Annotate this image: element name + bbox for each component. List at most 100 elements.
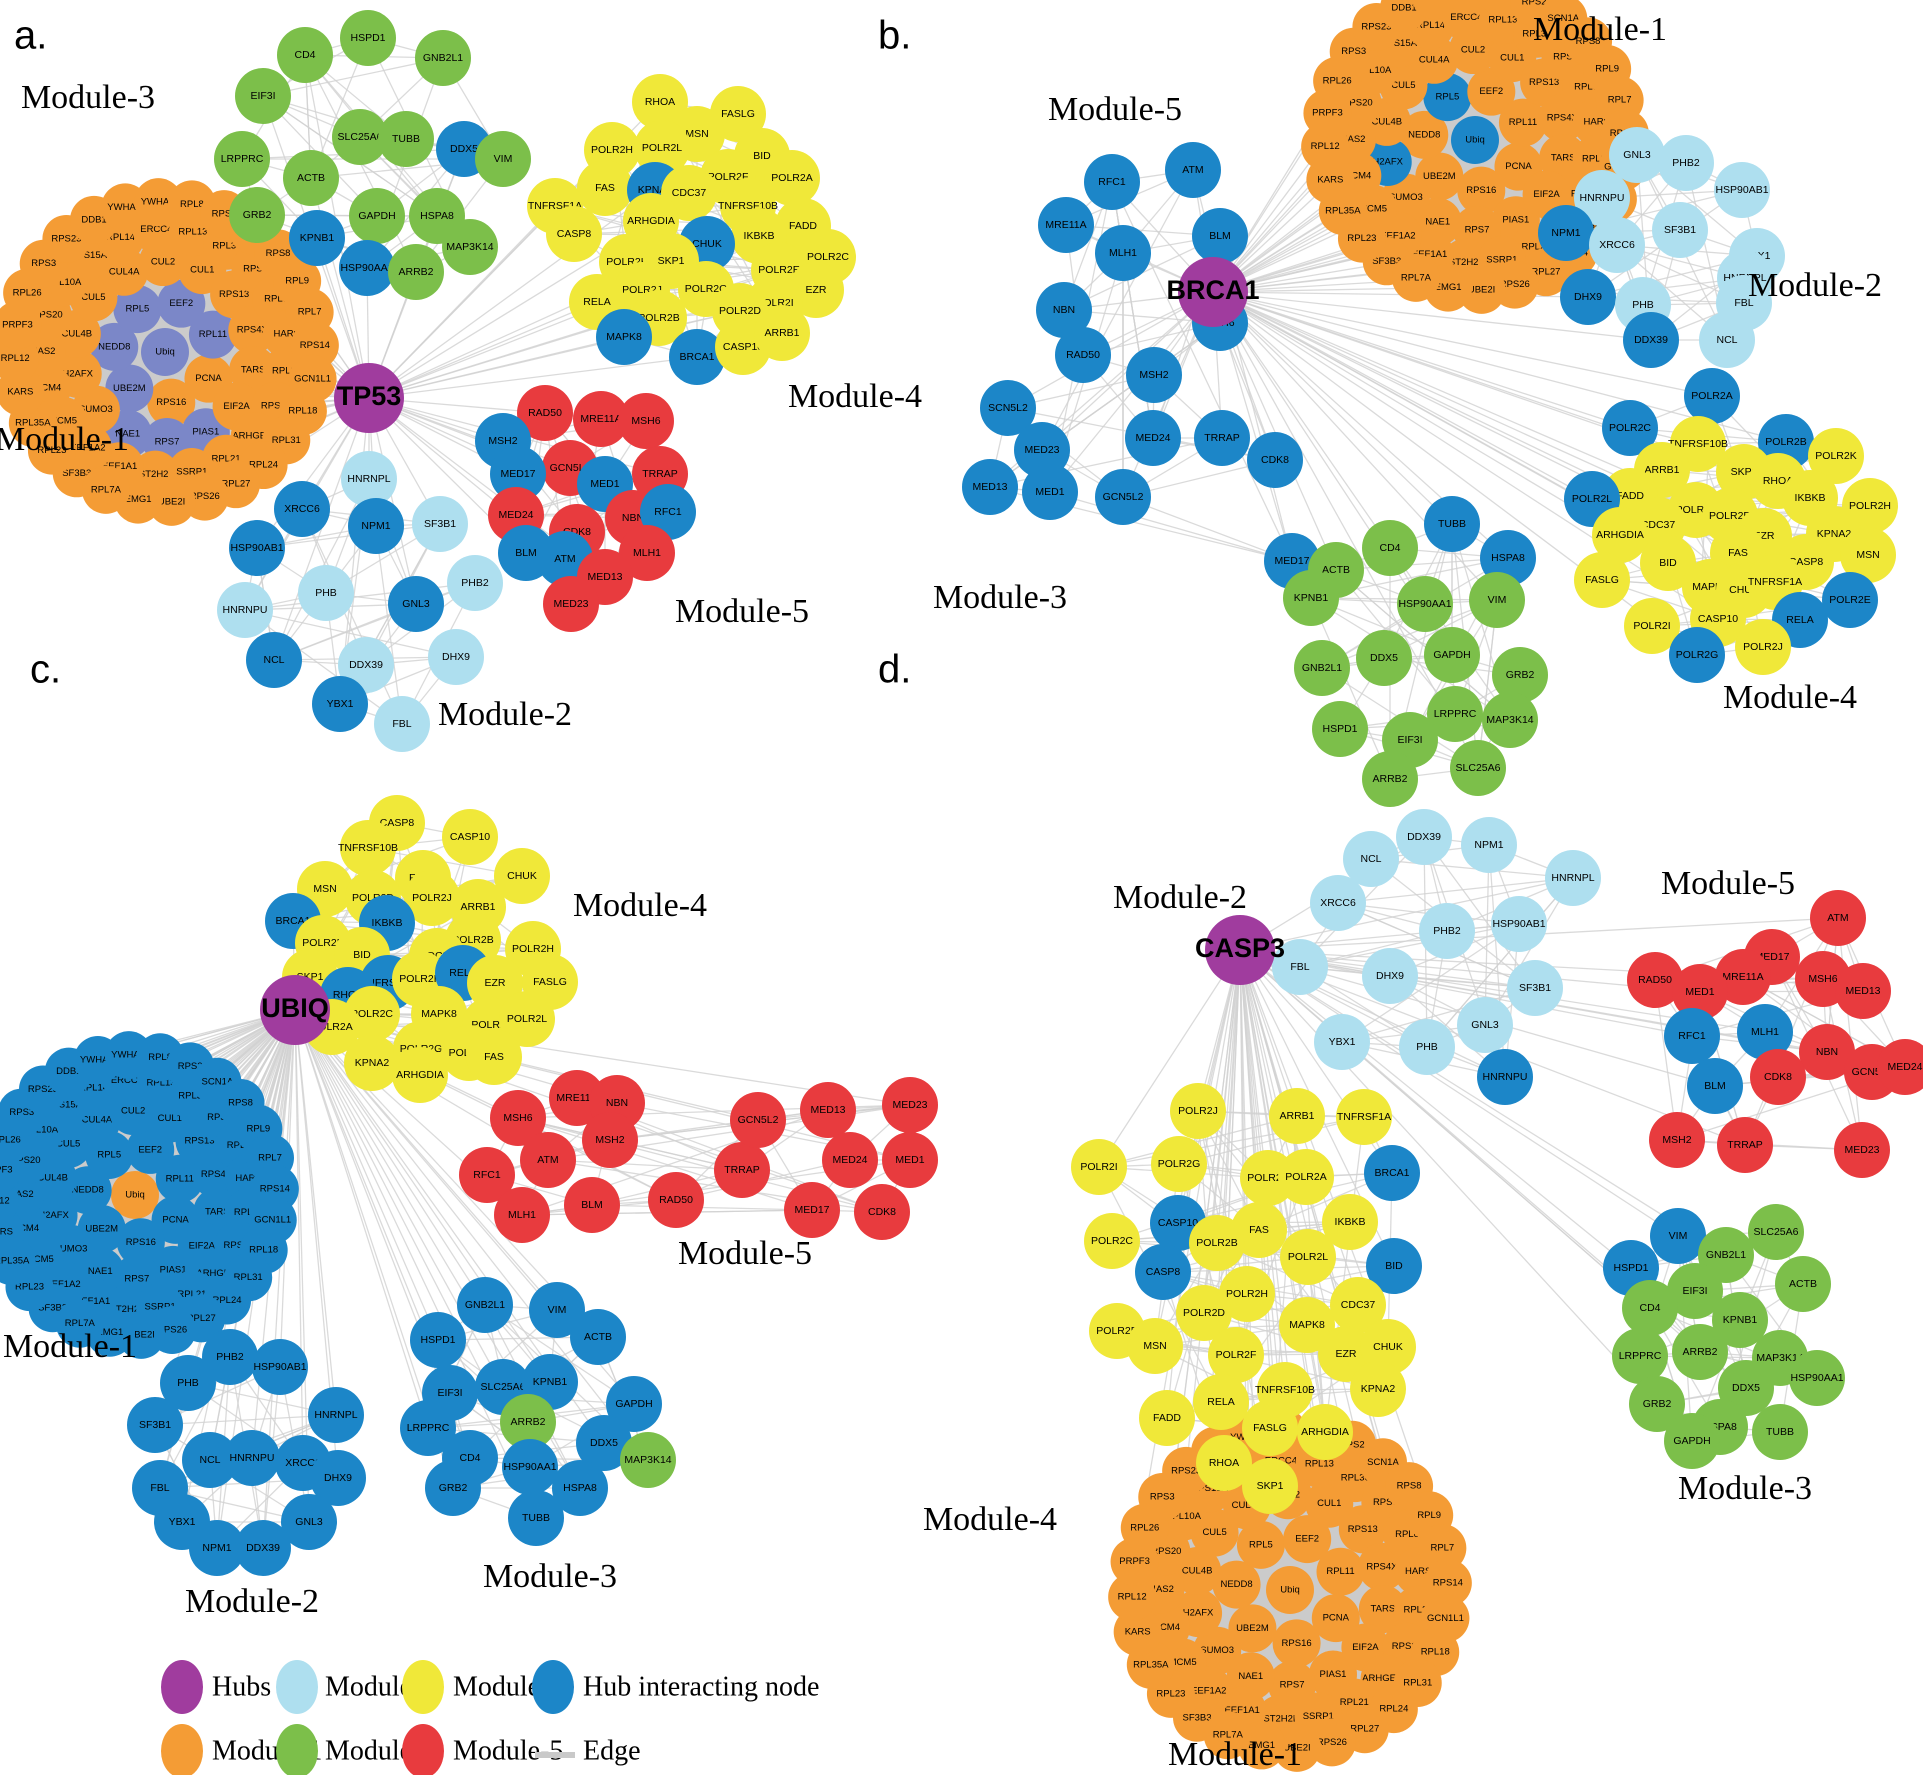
node-label: PIAS2 [1147,1584,1174,1595]
node-label: SSRP1 [1486,255,1517,266]
node-label: TRRAP [1727,1139,1763,1151]
edge [1299,923,1520,968]
node-label: HSP90AA1 [1790,1372,1843,1384]
node-RPS16 [1272,1619,1321,1668]
node-label: MLH1 [1109,247,1137,259]
node-label: POLR2F [1216,1349,1257,1361]
node-label: RPS6 [1553,51,1578,62]
node-label: RPS3 [1341,46,1366,57]
node-label: RPL7 [1430,1543,1454,1554]
node-label: RFC1 [1678,1030,1706,1042]
node-label: POLR2C [1091,1235,1133,1247]
node-label: PRPF3 [1312,108,1343,119]
legend: Hubs Module-2 Module-4 Hub interacting node… [161,1660,819,1775]
node-MSH2 [582,1112,638,1168]
node-label: Ubiq [155,347,175,358]
node-label: NAE1 [1238,1671,1263,1682]
node-RPL12 [1108,1572,1157,1621]
node-GAPDH [606,1376,662,1432]
node-label: MED1 [1685,986,1714,998]
edge [1212,291,1713,397]
node-RPL5 [1236,1520,1285,1569]
node-label: POLR2G [685,283,728,295]
node-label: POLR2E [1829,594,1870,606]
node-label: MSH2 [595,1134,624,1146]
edge [368,189,656,399]
node-label: RPS8 [266,248,291,259]
node-label: RPS26 [157,1325,187,1336]
node-label: UBE2I [127,1329,154,1340]
node-label: ACTB [297,172,325,184]
node-label: RPL11 [1326,1566,1354,1577]
node-label: RPL23 [15,1282,44,1293]
node-label: PIAS1 [160,1264,187,1275]
node-label: YBX1 [1329,1036,1356,1048]
node-label: RPS6 [207,1112,232,1123]
node-MED1 [1672,964,1728,1020]
node-label: POLR2K [399,973,440,985]
node-label: RPS16 [1282,1638,1312,1649]
node-label: CUL5 [81,292,105,303]
node-label: RPL11 [166,1173,194,1184]
node-LRPPRC [1427,686,1483,742]
edge [1239,949,1632,1269]
node-BID [1366,1238,1422,1294]
legend-swatch-module5 [402,1724,444,1775]
node-label: MAPK8 [606,331,642,343]
module-title: Module-4 [923,1501,1057,1538]
node-label: CHUK [507,870,537,882]
hub-node-CASP3 [1205,915,1275,985]
node-label: RPS20 [33,310,63,321]
node-label: FADD [1153,1412,1181,1424]
node-label: SKP1 [1257,1480,1284,1492]
node-MED17 [784,1182,840,1238]
node-label: HSPD1 [1322,723,1357,735]
node-label: HSP90AB1 [230,542,283,554]
node-BLM [564,1177,620,1233]
node-label: HARS [274,329,300,340]
node-label: PIAS1 [1502,215,1529,226]
node-label: CDK8 [868,1206,896,1218]
node-SF3B1 [1507,960,1563,1016]
node-label: CUL1 [1317,1498,1341,1509]
node-label: POLR2H [1226,1288,1268,1300]
node-label: MAP3K14 [446,241,493,253]
edge [368,336,625,399]
node-label: MCM4 [33,382,61,393]
node-label: VIM [1488,594,1507,606]
edge [1049,491,1293,562]
node-label: TNFRSF10B [1668,438,1728,450]
node-KPNA2 [344,1035,400,1091]
node-label: HNRNPU [223,604,268,616]
node-label: DHX9 [324,1472,352,1484]
node-CDC37 [1330,1277,1386,1333]
node-HNRNPU [1574,170,1630,226]
node-label: RPL21 [1521,241,1550,252]
node-label: TUBB [1766,1426,1794,1438]
node-label: TUBB [522,1512,550,1524]
node-BLM [1192,208,1248,264]
node-label: GNB2L1 [1302,662,1342,674]
node-label: GAPDH [1433,649,1470,661]
node-label: RPL23 [1347,233,1376,244]
legend-label: Edge [583,1735,641,1766]
edge [294,1009,486,1306]
node-label: ARHGDIA [1301,1426,1349,1438]
node-label: CHUK [1373,1341,1403,1353]
node-label: EMG1 [96,1327,123,1338]
node-label: KPNB1 [300,232,335,244]
node-label: HSPD1 [1613,1262,1648,1274]
node-GRB2 [1629,1376,1685,1432]
node-label: MSH6 [1808,973,1837,985]
edge [294,1009,439,1341]
node-PHB [298,565,354,621]
node-label: MAP3K14 [624,1454,671,1466]
node-NCL [1343,831,1399,887]
node-label: EEF1A1 [75,1296,110,1307]
node-label: POLR2I [1080,1161,1117,1173]
node-HSP90AA1 [339,240,395,296]
node-label: TARS [205,1206,230,1217]
node-label: ARRB2 [510,1416,545,1428]
node-label: RPS16 [126,1237,156,1248]
edge [294,1009,537,1519]
